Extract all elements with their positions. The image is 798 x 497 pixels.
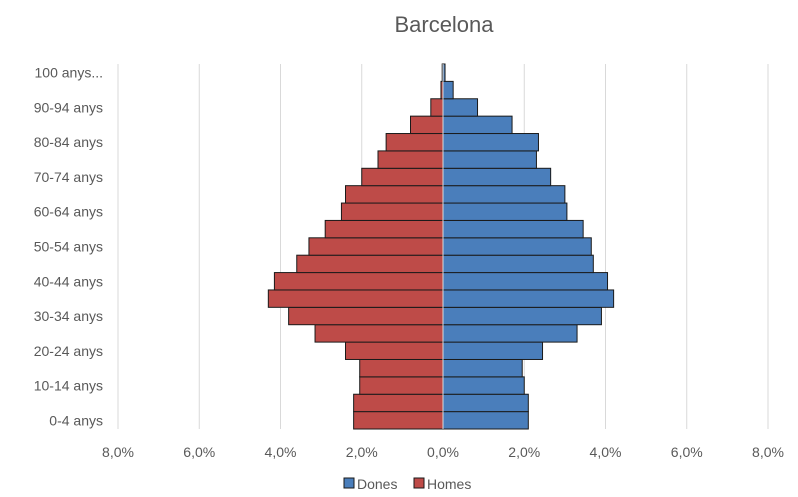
x-tick-label: 4,0%	[590, 444, 622, 460]
bar-dones	[442, 150, 537, 169]
bar-dones	[442, 341, 544, 360]
bar-dones	[442, 185, 566, 204]
y-tick-label: 60-64 anys	[34, 204, 103, 220]
bar-dones	[442, 167, 552, 187]
bar-homes	[296, 254, 444, 274]
bar-homes	[273, 272, 444, 291]
bar-dones	[442, 393, 529, 413]
bar-dones	[442, 306, 602, 326]
bar-homes	[410, 115, 444, 135]
bar-homes	[324, 219, 444, 239]
bar-homes	[345, 185, 444, 204]
x-axis-labels: 8,0% 6,0% 4,0% 2,0% 0,0% 2,0% 4,0% 6,0% 8,0%	[102, 444, 784, 460]
x-tick-label: 8,0%	[102, 444, 134, 460]
y-tick-label: 50-54 anys	[34, 239, 103, 255]
bar-dones	[442, 376, 525, 395]
bar-homes	[359, 358, 444, 378]
x-tick-label: 2,0%	[508, 444, 540, 460]
legend-label-dones: Dones	[357, 476, 397, 492]
y-tick-label: 10-14 anys	[34, 378, 103, 394]
bar-dones	[442, 324, 578, 343]
bar-homes	[314, 324, 444, 343]
x-tick-label: 6,0%	[671, 444, 703, 460]
bar-homes	[359, 376, 444, 395]
bar-dones	[442, 133, 539, 152]
y-tick-label: 70-74 anys	[34, 169, 103, 185]
bar-dones	[442, 289, 615, 308]
legend-swatch-dones	[343, 477, 355, 489]
bar-homes	[353, 393, 444, 413]
y-tick-label: 0-4 anys	[49, 412, 103, 428]
legend-swatch-homes	[413, 477, 425, 489]
x-tick-label: 4,0%	[265, 444, 297, 460]
bar-homes	[430, 98, 444, 117]
legend: Dones Homes	[343, 476, 471, 492]
bar-homes	[353, 411, 444, 430]
y-axis-labels: 0-4 anys 10-14 anys 20-24 anys 30-34 anys 40…	[34, 65, 103, 429]
bar-dones	[442, 115, 513, 135]
y-tick-label: 100 anys...	[35, 65, 104, 81]
bar-homes	[361, 167, 444, 187]
bar-dones	[442, 80, 454, 100]
bar-dones	[442, 358, 523, 378]
bar-dones	[442, 98, 479, 117]
y-tick-label: 80-84 anys	[34, 134, 103, 150]
bar-dones	[442, 202, 568, 221]
bar-homes	[340, 202, 444, 221]
bar-homes	[267, 289, 444, 308]
bar-homes	[385, 133, 444, 152]
x-tick-label: 6,0%	[183, 444, 215, 460]
bar-homes	[345, 341, 444, 360]
bar-homes	[377, 150, 444, 169]
bar-dones	[442, 237, 592, 256]
x-tick-label: 0,0%	[427, 444, 459, 460]
y-tick-label: 20-24 anys	[34, 343, 103, 359]
bar-homes	[288, 306, 444, 326]
y-tick-label: 40-44 anys	[34, 273, 103, 289]
x-tick-label: 8,0%	[752, 444, 784, 460]
y-tick-label: 90-94 anys	[34, 99, 103, 115]
legend-label-homes: Homes	[427, 476, 471, 492]
bar-dones	[442, 411, 529, 430]
bar-dones	[442, 219, 584, 239]
bar-homes	[308, 237, 444, 256]
y-tick-label: 30-34 anys	[34, 308, 103, 324]
chart-title: Barcelona	[394, 12, 494, 37]
bars	[267, 63, 615, 430]
x-tick-label: 2,0%	[346, 444, 378, 460]
bar-dones	[442, 254, 594, 274]
bar-dones	[442, 272, 609, 291]
